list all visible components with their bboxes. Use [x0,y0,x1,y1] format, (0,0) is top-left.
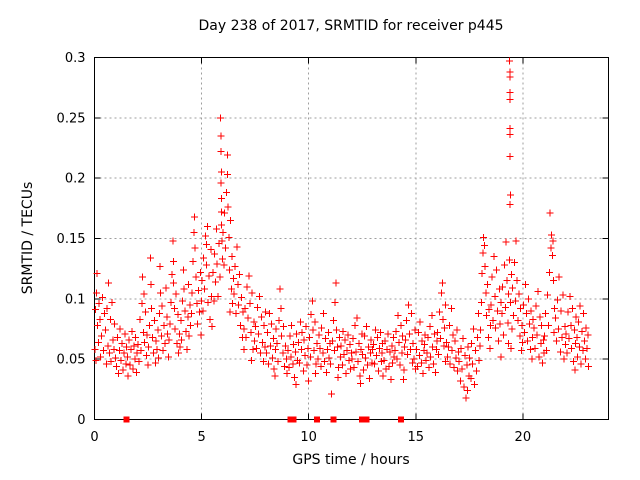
flagged-epoch-square [397,416,404,423]
flagged-epoch-square [330,416,337,423]
x-axis-label: GPS time / hours [292,452,410,468]
y-tick-label: 0.2 [65,172,86,187]
x-tick-label: 5 [197,430,205,445]
scatter-points [91,57,593,402]
flagged-epoch-square [363,416,370,423]
y-tick-label: 0.05 [57,353,86,368]
y-tick-label: 0.1 [65,292,86,307]
flagged-epoch-square [359,416,366,423]
x-tick-label: 20 [515,430,532,445]
axis-ticks [94,57,609,420]
x-tick-label: 15 [407,430,424,445]
x-tick-label: 10 [300,430,317,445]
chart-title: Day 238 of 2017, SRMTID for receiver p44… [198,18,504,34]
y-tick-label: 0.15 [57,232,86,247]
tick-labels: 0 5 10 15 20 0 0.05 0.1 0.15 0.2 0.25 0.3 [57,51,532,445]
flagged-epoch-square [287,416,294,423]
flagged-epoch-square [290,416,297,423]
x-tick-label: 0 [90,430,98,445]
y-tick-label: 0 [77,413,85,428]
flagged-epoch-markers [123,416,404,423]
flagged-epoch-square [314,416,321,423]
flagged-epoch-square [123,416,130,423]
y-tick-label: 0.25 [57,111,86,126]
gridlines [94,57,609,420]
y-tick-label: 0.3 [65,51,86,66]
